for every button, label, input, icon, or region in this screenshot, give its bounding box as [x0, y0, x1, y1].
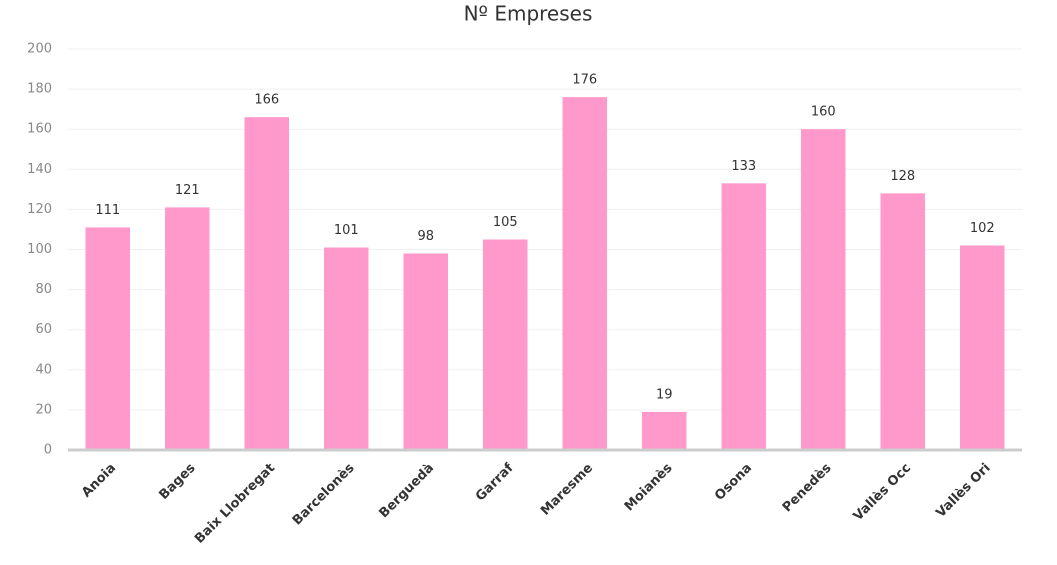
bar: [959, 245, 1005, 450]
x-tick-label: Penedès: [780, 461, 835, 516]
x-tick-label: Bages: [156, 461, 198, 503]
x-tick-label: Berguedà: [377, 461, 438, 522]
bar: [641, 411, 687, 450]
bar: [800, 129, 846, 450]
bar: [880, 193, 926, 451]
bar: [85, 227, 131, 450]
y-tick-label: 100: [27, 242, 52, 257]
data-label: 19: [656, 387, 673, 402]
bar: [244, 117, 290, 451]
x-tick-label: Baix Llobregat: [192, 461, 278, 547]
data-label: 166: [254, 93, 279, 108]
chart-title: Nº Empreses: [464, 2, 593, 26]
data-label: 101: [334, 223, 359, 238]
y-tick-label: 140: [27, 162, 52, 177]
x-tick-label: Osona: [712, 461, 755, 504]
bar: [164, 207, 210, 450]
data-label: 133: [731, 159, 756, 174]
bar: [323, 247, 369, 450]
data-label: 121: [175, 183, 200, 198]
y-tick-label: 0: [44, 443, 52, 458]
y-tick-label: 60: [35, 322, 52, 337]
x-tick-label: Vallès Occ: [851, 461, 914, 524]
x-tick-label: Anoia: [79, 461, 119, 501]
y-tick-label: 120: [27, 202, 52, 217]
data-label: 176: [572, 73, 597, 88]
bar: [562, 97, 608, 451]
x-tick-label: Maresme: [538, 461, 596, 519]
x-tick-label: Vallès Ori: [933, 461, 993, 521]
x-tick-label: Garraf: [473, 460, 517, 504]
data-label: 102: [970, 221, 995, 236]
y-tick-label: 40: [35, 362, 52, 377]
data-label: 111: [95, 203, 120, 218]
x-tick-label: Moianès: [622, 461, 676, 515]
x-tick-label: Barcelonès: [290, 461, 358, 529]
bar: [482, 239, 528, 450]
data-label: 160: [811, 105, 836, 120]
y-tick-label: 160: [27, 122, 52, 137]
bar: [403, 253, 449, 450]
bar: [721, 183, 767, 450]
data-label: 128: [890, 169, 915, 184]
y-tick-label: 20: [35, 402, 52, 417]
y-tick-label: 80: [35, 282, 52, 297]
data-label: 105: [493, 215, 518, 230]
data-label: 98: [417, 229, 434, 244]
y-tick-label: 200: [27, 42, 52, 57]
y-tick-label: 180: [27, 82, 52, 97]
